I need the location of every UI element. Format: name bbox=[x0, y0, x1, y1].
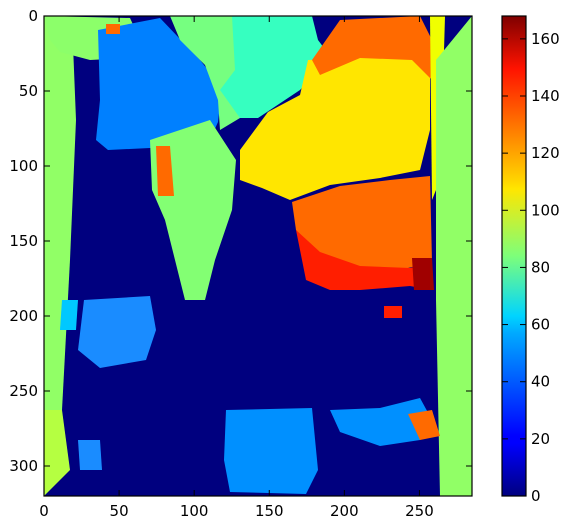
region-red bbox=[296, 230, 432, 290]
region-left-bottom-blue bbox=[78, 440, 102, 470]
y-tick-label: 50 bbox=[19, 82, 38, 100]
x-axis: 0 50 100 150 200 250 bbox=[39, 16, 434, 520]
region-bottom-left-yellow bbox=[44, 410, 70, 496]
region-left-cyan bbox=[60, 300, 78, 330]
colorbar-tick-label: 140 bbox=[531, 87, 560, 105]
y-tick-label: 150 bbox=[9, 232, 38, 250]
x-tick-label: 50 bbox=[110, 502, 129, 520]
plot-frame bbox=[43, 15, 473, 497]
region-red-spot bbox=[384, 306, 402, 318]
colorbar-tick-label: 80 bbox=[531, 258, 550, 276]
region-bottom-right-orange bbox=[408, 410, 440, 440]
region-dark-red-spot bbox=[412, 258, 434, 290]
colorbar-tick-label: 20 bbox=[531, 430, 550, 448]
colorbar-gradient bbox=[502, 16, 526, 496]
region-top-cyan-block bbox=[220, 16, 330, 118]
y-axis: 0 50 100 150 200 250 300 bbox=[9, 7, 472, 475]
region-left-border-strip bbox=[44, 16, 76, 410]
region-bottom-right-blue bbox=[330, 398, 432, 446]
y-tick-label: 300 bbox=[9, 457, 38, 475]
colorbar-axis: 0 20 40 60 80 100 120 140 160 bbox=[502, 30, 560, 505]
y-tick-label: 250 bbox=[9, 382, 38, 400]
y-tick-label: 100 bbox=[9, 157, 38, 175]
y-tick-label: 200 bbox=[9, 307, 38, 325]
colorbar-tick-label: 60 bbox=[531, 316, 550, 334]
region-left-blue-block bbox=[96, 18, 222, 150]
colorbar-frame bbox=[501, 15, 527, 497]
region-orange-spot-top bbox=[106, 24, 120, 34]
x-tick-label: 100 bbox=[180, 502, 209, 520]
colorbar-tick-label: 120 bbox=[531, 144, 560, 162]
region-right-border-strip bbox=[436, 16, 472, 496]
region-orange-spot-left bbox=[156, 146, 174, 196]
x-tick-label: 200 bbox=[330, 502, 359, 520]
region-orange-top bbox=[312, 16, 432, 80]
x-tick-label: 150 bbox=[255, 502, 284, 520]
region-orange bbox=[292, 176, 432, 270]
y-tick-label: 0 bbox=[28, 7, 38, 25]
colorbar-tick-label: 160 bbox=[531, 30, 560, 48]
colorbar-tick-label: 100 bbox=[531, 201, 560, 219]
region-bottom-blue-block bbox=[224, 408, 318, 494]
region-yellow bbox=[240, 56, 430, 200]
x-tick-label: 0 bbox=[39, 502, 49, 520]
colorbar-tick-label: 0 bbox=[531, 487, 541, 505]
colorbar-tick-label: 40 bbox=[531, 373, 550, 391]
x-tick-label: 250 bbox=[405, 502, 434, 520]
region-left-mid-blue bbox=[78, 296, 156, 368]
heatmap-image bbox=[44, 16, 472, 496]
